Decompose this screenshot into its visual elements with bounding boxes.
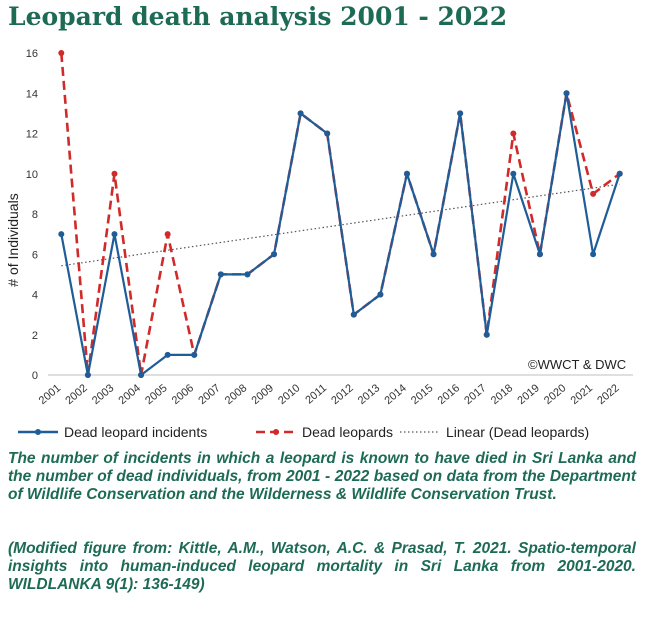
series-line-dead-leopard-incidents xyxy=(60,92,621,377)
data-point-dead-leopard-incidents xyxy=(164,351,171,358)
x-tick-label: 2018 xyxy=(489,382,515,407)
x-tick-label: 2022 xyxy=(595,382,621,407)
data-point-dead-leopard-incidents xyxy=(217,271,224,278)
x-tick-label: 2002 xyxy=(63,382,89,407)
data-point-dead-leopard-incidents xyxy=(430,251,437,258)
x-tick-label: 2016 xyxy=(436,382,462,407)
figure-citation: (Modified figure from: Kittle, A.M., Wat… xyxy=(8,540,636,593)
x-tick-label: 2017 xyxy=(462,382,488,407)
x-tick-label: 2011 xyxy=(303,382,329,406)
y-axis-label: # of Individuals xyxy=(5,193,21,286)
x-tick-label: 2019 xyxy=(515,382,541,407)
x-tick-label: 2012 xyxy=(329,382,355,407)
data-point-dead-leopard-incidents xyxy=(324,130,331,137)
x-tick-label: 2006 xyxy=(170,382,196,407)
x-tick-label: 2013 xyxy=(356,382,382,407)
data-point-dead-leopard-incidents xyxy=(616,170,623,177)
legend: Dead leopard incidents Dead leopards Linea… xyxy=(18,424,589,440)
page-title: Leopard death analysis 2001 - 2022 xyxy=(8,2,508,31)
x-tick-label: 2007 xyxy=(196,382,222,407)
y-tick-label: 2 xyxy=(32,330,38,342)
y-tick-label: 6 xyxy=(32,249,38,261)
data-point-dead-leopard-incidents xyxy=(271,251,278,258)
series-line-dead-leopards xyxy=(59,52,621,377)
legend-label-dead-leopards: Dead leopards xyxy=(302,424,393,440)
data-point-dead-leopard-incidents xyxy=(457,110,464,117)
x-tick-label: 2020 xyxy=(542,382,568,407)
x-tick-label: 2014 xyxy=(382,382,408,407)
x-tick-label: 2021 xyxy=(569,382,595,407)
y-tick-label: 12 xyxy=(26,129,38,141)
legend-marker-dead-leopards xyxy=(273,429,279,435)
data-point-dead-leopard-incidents xyxy=(58,231,65,238)
x-tick-label: 2003 xyxy=(90,382,116,407)
data-point-dead-leopard-incidents xyxy=(297,110,304,117)
data-point-dead-leopards xyxy=(58,50,65,56)
data-point-dead-leopard-incidents xyxy=(111,231,118,238)
data-point-dead-leopard-incidents xyxy=(350,311,357,318)
y-tick-label: 16 xyxy=(26,48,38,60)
x-tick-label: 2015 xyxy=(409,382,435,407)
data-point-dead-leopard-incidents xyxy=(244,271,251,278)
y-axis-ticks: 0 2 4 6 8 10 12 14 16 xyxy=(26,48,38,382)
data-point-dead-leopard-incidents xyxy=(138,372,145,378)
x-tick-label: 2008 xyxy=(223,382,249,407)
y-tick-label: 10 xyxy=(26,169,38,181)
y-tick-label: 8 xyxy=(32,209,38,221)
y-tick-label: 4 xyxy=(32,290,38,302)
x-tick-label: 2005 xyxy=(143,382,169,407)
data-point-dead-leopard-incidents xyxy=(483,331,490,338)
copyright-credit: ©WWCT & DWC xyxy=(528,357,626,372)
x-tick-label: 2001 xyxy=(37,382,63,407)
x-tick-label: 2010 xyxy=(276,382,302,407)
data-point-dead-leopard-incidents xyxy=(191,351,198,358)
x-tick-label: 2004 xyxy=(117,382,143,407)
data-point-dead-leopard-incidents xyxy=(403,170,410,177)
data-point-dead-leopard-incidents xyxy=(377,291,384,298)
data-point-dead-leopards xyxy=(510,130,517,137)
data-point-dead-leopard-incidents xyxy=(84,372,91,378)
y-tick-label: 0 xyxy=(32,370,38,382)
y-tick-label: 14 xyxy=(26,88,38,100)
data-point-dead-leopards xyxy=(164,231,171,238)
data-point-dead-leopard-incidents xyxy=(536,251,543,258)
series-group xyxy=(58,50,623,378)
data-point-dead-leopard-incidents xyxy=(563,90,570,97)
data-point-dead-leopard-incidents xyxy=(510,170,517,177)
data-point-dead-leopards xyxy=(590,190,597,197)
legend-label-dead-leopard-incidents: Dead leopard incidents xyxy=(64,424,207,440)
x-axis-ticks: 2001 2002 2003 2004 2005 2006 2007 2008 2009 2010… xyxy=(37,382,622,407)
data-point-dead-leopards xyxy=(111,170,118,177)
x-tick-label: 2009 xyxy=(249,382,275,407)
legend-label-linear-dead-leopards-: Linear (Dead leopards) xyxy=(446,424,589,440)
legend-marker-dead-leopard-incidents xyxy=(35,429,41,435)
data-point-dead-leopard-incidents xyxy=(590,251,597,258)
figure-caption: The number of incidents in which a leopa… xyxy=(8,450,636,503)
